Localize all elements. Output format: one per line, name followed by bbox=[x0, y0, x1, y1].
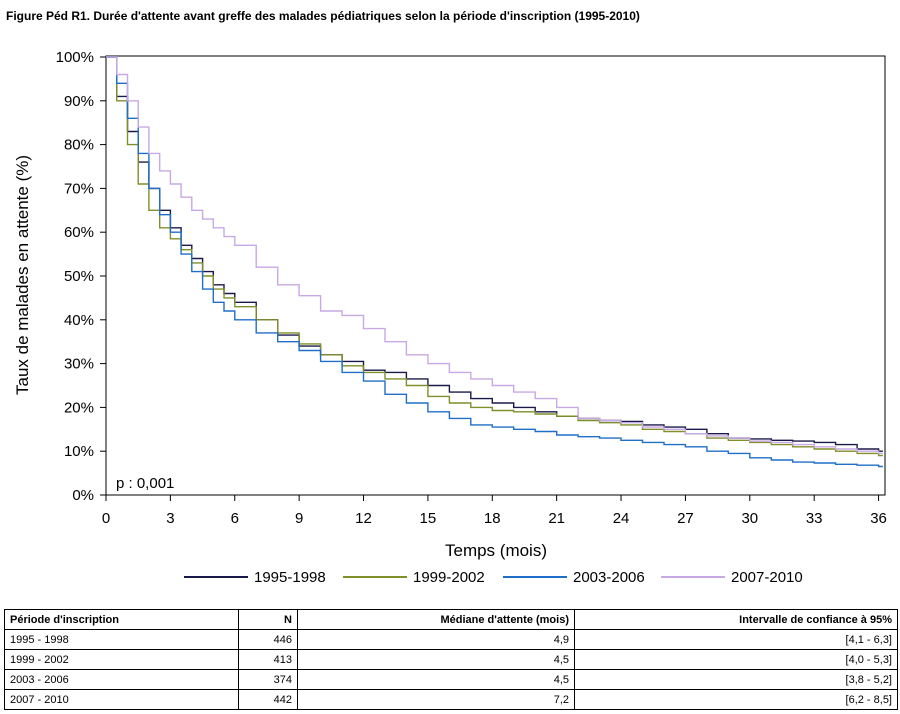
chart-legend: 1995-1998 1999-2002 2003-2006 2007-2010 bbox=[0, 566, 900, 588]
legend-item: 1999-2002 bbox=[343, 566, 485, 588]
y-tick-label: 80% bbox=[64, 137, 94, 154]
x-tick-label: 3 bbox=[166, 510, 174, 527]
series-line-2007-2010 bbox=[106, 56, 883, 455]
y-tick-label: 100% bbox=[56, 49, 94, 66]
x-tick-label: 9 bbox=[295, 510, 303, 527]
summary-table: Période d'inscription N Médiane d'attent… bbox=[4, 609, 898, 710]
y-axis-label: Taux de malades en attente (%) bbox=[13, 155, 32, 395]
cell-mediane: 4,9 bbox=[297, 629, 575, 650]
cell-n: 374 bbox=[238, 669, 298, 690]
x-tick-label: 33 bbox=[806, 510, 823, 527]
x-tick-label: 24 bbox=[613, 510, 630, 527]
x-tick-label: 6 bbox=[231, 510, 239, 527]
figure-title: Figure Péd R1. Durée d'attente avant gre… bbox=[6, 9, 640, 23]
x-axis: 0 3 6 9 12 15 18 21 24 27 30 33 36 bbox=[102, 495, 887, 527]
x-tick-label: 18 bbox=[484, 510, 501, 527]
table-row: 1995 - 1998 446 4,9 [4,1 - 6,3] bbox=[4, 629, 898, 650]
y-tick-label: 20% bbox=[64, 399, 94, 416]
legend-label: 1995-1998 bbox=[254, 568, 326, 586]
cell-periode: 1995 - 1998 bbox=[4, 629, 239, 650]
cell-mediane: 4,5 bbox=[297, 669, 575, 690]
y-tick-label: 50% bbox=[64, 268, 94, 285]
cell-n: 413 bbox=[238, 649, 298, 670]
x-axis-label: Temps (mois) bbox=[445, 541, 547, 560]
legend-label: 2007-2010 bbox=[731, 568, 803, 586]
header-n: N bbox=[238, 609, 298, 630]
header-mediane: Médiane d'attente (mois) bbox=[297, 609, 575, 630]
series-lines bbox=[106, 56, 883, 468]
y-axis: 0% 10% 20% 30% 40% 50% 60% 70% 80% 90% 100% bbox=[56, 49, 106, 504]
table-header-row: Période d'inscription N Médiane d'attent… bbox=[4, 609, 898, 630]
legend-label: 2003-2006 bbox=[573, 568, 645, 586]
cell-periode: 2007 - 2010 bbox=[4, 689, 239, 710]
legend-item: 2003-2006 bbox=[503, 566, 645, 588]
legend-label: 1999-2002 bbox=[413, 568, 485, 586]
x-tick-label: 27 bbox=[677, 510, 694, 527]
x-tick-label: 15 bbox=[420, 510, 437, 527]
y-tick-label: 40% bbox=[64, 312, 94, 329]
y-tick-label: 70% bbox=[64, 180, 94, 197]
table-row: 2003 - 2006 374 4,5 [3,8 - 5,2] bbox=[4, 669, 898, 690]
series-line-2003-2006 bbox=[106, 56, 883, 468]
x-tick-label: 12 bbox=[355, 510, 372, 527]
plot-frame bbox=[105, 55, 886, 496]
cell-intervalle: [4,1 - 6,3] bbox=[574, 629, 898, 650]
legend-item: 1995-1998 bbox=[184, 566, 326, 588]
table-row: 1999 - 2002 413 4,5 [4,0 - 5,3] bbox=[4, 649, 898, 670]
legend-swatch bbox=[503, 576, 567, 578]
x-tick-label: 0 bbox=[102, 510, 110, 527]
y-tick-label: 0% bbox=[72, 487, 94, 504]
y-tick-label: 30% bbox=[64, 356, 94, 373]
y-tick-label: 60% bbox=[64, 224, 94, 241]
series-line-1999-2002 bbox=[106, 56, 883, 457]
cell-intervalle: [4,0 - 5,3] bbox=[574, 649, 898, 670]
cell-intervalle: [3,8 - 5,2] bbox=[574, 669, 898, 690]
x-tick-label: 36 bbox=[870, 510, 887, 527]
cell-periode: 1999 - 2002 bbox=[4, 649, 239, 670]
header-intervalle: Intervalle de confiance à 95% bbox=[574, 609, 898, 630]
cell-n: 442 bbox=[238, 689, 298, 710]
cell-mediane: 4,5 bbox=[297, 649, 575, 670]
series-line-1995-1998 bbox=[106, 56, 883, 452]
legend-item: 2007-2010 bbox=[661, 566, 803, 588]
legend-swatch bbox=[184, 576, 248, 578]
legend-swatch bbox=[343, 576, 407, 578]
header-periode: Période d'inscription bbox=[4, 609, 239, 630]
cell-n: 446 bbox=[238, 629, 298, 650]
cell-intervalle: [6,2 - 8,5] bbox=[574, 689, 898, 710]
p-value-annotation: p : 0,001 bbox=[116, 475, 174, 492]
y-tick-label: 90% bbox=[64, 93, 94, 110]
x-tick-label: 21 bbox=[548, 510, 565, 527]
table-row: 2007 - 2010 442 7,2 [6,2 - 8,5] bbox=[4, 689, 898, 710]
cell-mediane: 7,2 bbox=[297, 689, 575, 710]
km-chart: 0%10%20%30%40%50%60%70%80%90%100% 0 3 6 9 12… bbox=[13, 49, 887, 560]
y-tick-label: 10% bbox=[64, 443, 94, 460]
legend-swatch bbox=[661, 576, 725, 578]
cell-periode: 2003 - 2006 bbox=[4, 669, 239, 690]
x-tick-label: 30 bbox=[741, 510, 758, 527]
